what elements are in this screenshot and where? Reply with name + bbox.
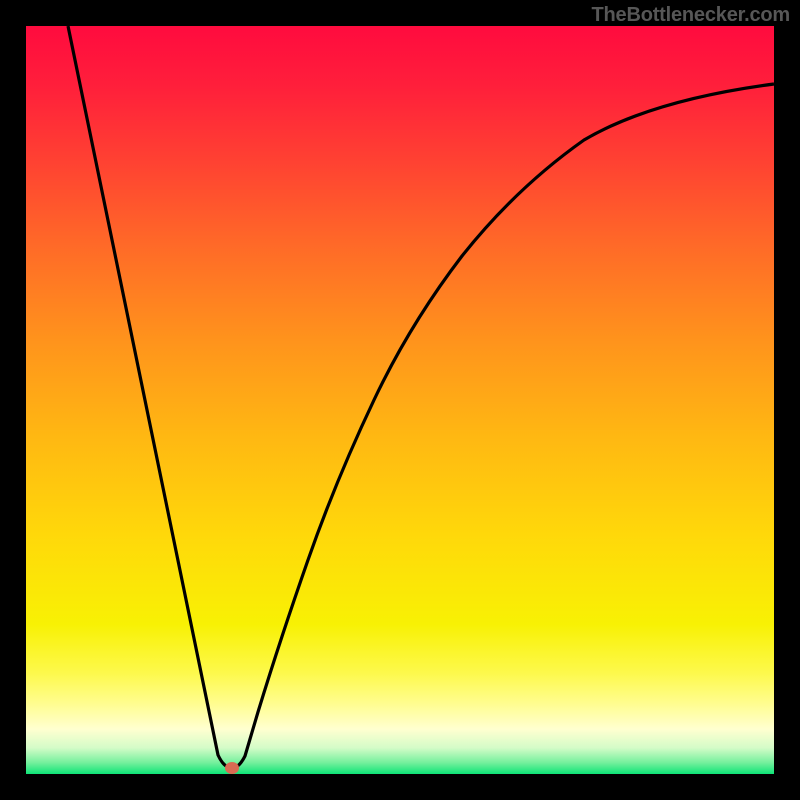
- optimal-point-marker: [225, 762, 239, 774]
- bottleneck-chart: [0, 0, 800, 800]
- watermark-text: TheBottlenecker.com: [592, 4, 791, 27]
- plot-area: [26, 26, 774, 774]
